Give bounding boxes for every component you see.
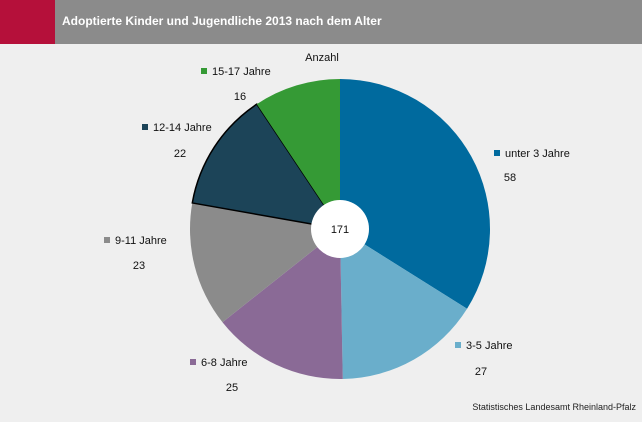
- category-label-4: 12-14 Jahre: [153, 122, 212, 134]
- value-label-2: 25: [226, 382, 238, 394]
- value-label-4: 22: [174, 148, 186, 160]
- pie-slice-2: [222, 229, 343, 379]
- chart-subtitle: Anzahl: [305, 52, 339, 64]
- value-label-0: 58: [504, 172, 516, 184]
- legend-swatch-4: [142, 124, 148, 130]
- value-label-1: 27: [475, 366, 487, 378]
- pie-slice-4: [191, 103, 342, 231]
- chart-title: Adoptierte Kinder und Jugendliche 2013 n…: [62, 14, 382, 28]
- pie-slice-0: [340, 79, 490, 309]
- category-label-2: 6-8 Jahre: [201, 357, 247, 369]
- category-label-0: unter 3 Jahre: [505, 148, 570, 160]
- category-label-1: 3-5 Jahre: [466, 340, 512, 352]
- category-label-3: 9-11 Jahre: [115, 235, 167, 247]
- brand-color-block: [0, 0, 55, 44]
- legend-swatch-5: [201, 68, 207, 74]
- legend-swatch-3: [104, 237, 110, 243]
- title-bar: Adoptierte Kinder und Jugendliche 2013 n…: [0, 0, 642, 44]
- pie-slice-5: [256, 79, 340, 229]
- donut-hole: [311, 200, 369, 258]
- legend-swatch-0: [494, 150, 500, 156]
- value-label-3: 23: [133, 260, 145, 272]
- legend-swatch-2: [190, 359, 196, 365]
- pie-slice-1: [340, 229, 468, 379]
- legend-swatch-1: [455, 342, 461, 348]
- value-label-5: 16: [234, 91, 246, 103]
- total-label: 171: [331, 224, 349, 236]
- category-label-5: 15-17 Jahre: [212, 66, 271, 78]
- pie-slice-3: [189, 202, 340, 323]
- source-note: Statistisches Landesamt Rheinland-Pfalz: [472, 402, 636, 412]
